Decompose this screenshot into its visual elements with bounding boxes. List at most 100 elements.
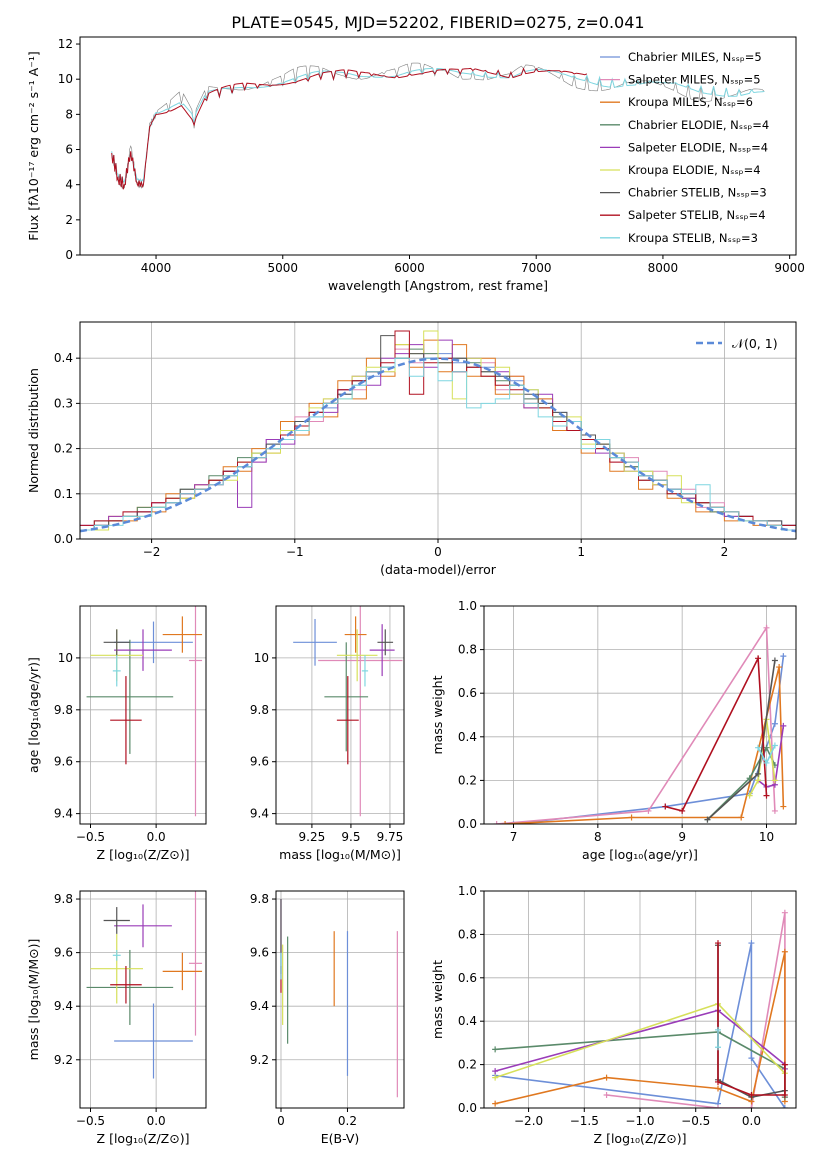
chart-age_vs_mass: 9.25 9.5 9.75 9.4 9.6 9.8 10 mass [log₁₀(M/M⊙)]: [250, 605, 405, 862]
x-tick-label: 9: [678, 830, 686, 844]
plot-area: [492, 909, 788, 1108]
weight-marker: [628, 814, 635, 821]
errorbar-point: [114, 904, 172, 948]
plot-area: [293, 606, 403, 817]
weight-marker: [748, 1105, 755, 1108]
errorbar-point: [318, 606, 403, 817]
y-tick-label: 9.6: [54, 946, 73, 960]
y-tick-label: 0.0: [54, 532, 73, 546]
weight-line: [496, 625, 776, 824]
errorbar-point: [112, 949, 121, 961]
weight-marker: [771, 807, 778, 814]
errorbar-point: [293, 618, 337, 666]
weight-marker: [746, 792, 753, 799]
weight-marker: [715, 1078, 721, 1085]
chart-mass_vs_Z: −0.5 0.0 9.2 9.4 9.6 9.8 Z [log₁₀(Z/Z⊙)] mass […: [26, 890, 207, 1146]
y-axis-label: age [log₁₀(age/yr)]: [26, 657, 41, 773]
weight-marker: [715, 1026, 721, 1033]
errorbar-point: [103, 907, 130, 934]
weight-marker: [715, 1105, 721, 1108]
legend-label: Salpeter STELIB, Nₛₛₚ=4: [628, 208, 766, 222]
x-axis-label: age [log₁₀(age/yr)]: [582, 847, 698, 862]
y-tick-label: 9.2: [54, 1053, 73, 1067]
weight-marker: [771, 720, 778, 727]
weight-marker: [781, 909, 788, 916]
weight-marker: [715, 940, 721, 947]
errorbar-point: [188, 891, 203, 1036]
chart-spectrum: 4000 5000 6000 7000 8000 9000 0 2 4 6 8 10 12 wavelen…: [26, 36, 805, 293]
x-tick-label: 0: [434, 545, 442, 559]
y-tick-label: 8: [65, 107, 73, 121]
x-tick-label: 0: [277, 1114, 285, 1128]
x-tick-label: −0.5: [76, 830, 105, 844]
x-tick-label: 5000: [267, 261, 298, 275]
weight-marker: [755, 770, 762, 777]
weight-marker: [780, 653, 787, 660]
y-tick-label: 0.3: [54, 396, 73, 410]
errorbar-point: [188, 606, 203, 817]
y-tick-label: 9.8: [250, 703, 269, 717]
weight-marker: [493, 821, 500, 824]
x-tick-label: 1: [577, 545, 585, 559]
y-tick-label: 0.4: [54, 351, 73, 365]
x-tick-label: −0.5: [76, 1114, 105, 1128]
weight-marker: [781, 1061, 788, 1068]
y-tick-label: 1.0: [458, 599, 477, 613]
weight-marker: [771, 777, 778, 784]
axes-frame: [79, 36, 797, 256]
y-tick-label: 0.8: [458, 927, 477, 941]
x-tick-label: 0.0: [742, 1114, 761, 1128]
chart-mass_vs_ebv: 0 0.2 9.2 9.4 9.6 9.8 E(B-V): [250, 890, 405, 1146]
axes-frame: [275, 605, 405, 825]
weight-marker: [781, 1105, 788, 1108]
axes-frame: [275, 890, 405, 1109]
weight-marker: [492, 1046, 499, 1053]
gaussian-curve: [80, 357, 796, 533]
weight-marker: [746, 775, 753, 782]
x-tick-label: 2: [721, 545, 729, 559]
y-tick-label: 6: [65, 143, 73, 157]
errorbar-point: [324, 642, 369, 752]
plot-area: [80, 330, 796, 533]
legend-label: Kroupa MILES, Nₛₛₚ=6: [628, 95, 753, 109]
x-tick-label: 9.75: [377, 830, 404, 844]
y-axis-label: mass [log₁₀(M/M⊙)]: [26, 939, 41, 1061]
y-tick-label: 10: [58, 72, 73, 86]
weight-marker: [748, 940, 755, 947]
x-axis-label: Z [log₁₀(Z/Z⊙)]: [97, 847, 190, 862]
y-tick-label: 4: [65, 178, 73, 192]
x-tick-label: 0.2: [338, 1114, 357, 1128]
weight-marker: [780, 803, 787, 810]
weight-marker: [748, 1055, 755, 1062]
errorbar-point: [103, 629, 130, 656]
x-axis-label: Z [log₁₀(Z/Z⊙)]: [594, 1131, 687, 1146]
legend-label: Chabrier ELODIE, Nₛₛₚ=4: [628, 118, 769, 132]
y-axis-label: Flux [fλ10⁻¹⁷ erg cm⁻² s⁻¹ A⁻¹]: [26, 51, 41, 240]
weight-marker: [771, 657, 778, 664]
y-tick-label: 0.6: [458, 686, 477, 700]
weight-line: [665, 655, 768, 812]
x-axis-label: Z [log₁₀(Z/Z⊙)]: [97, 1131, 190, 1146]
errorbar-point: [90, 933, 143, 1004]
y-tick-label: 0.2: [458, 773, 477, 787]
weight-marker: [763, 744, 770, 751]
weight-marker: [755, 655, 762, 662]
x-tick-label: 4000: [141, 261, 172, 275]
chart-massweight_vs_Z: −2.0 −1.5 −1.0 −0.5 0.0 0.0 0.2 0.4 0.6 0.8 1.0 Z […: [430, 884, 797, 1146]
errorbar-point: [162, 616, 203, 653]
y-tick-label: 0.2: [54, 442, 73, 456]
y-tick-label: 10: [58, 651, 73, 665]
errorbar-point: [86, 639, 174, 754]
figure-title: PLATE=0545, MJD=52202, FIBERID=0275, z=0…: [231, 13, 644, 32]
x-axis-label: mass [log₁₀(M/M⊙)]: [279, 847, 401, 862]
y-tick-label: 0.1: [54, 487, 73, 501]
x-tick-label: 10: [759, 830, 774, 844]
weight-marker: [781, 948, 788, 955]
spectrum-data-line: [111, 62, 765, 189]
errorbar-point: [361, 655, 369, 687]
x-tick-label: 7000: [521, 261, 552, 275]
errorbar-point: [336, 676, 359, 765]
legend-label: Salpeter MILES, Nₛₛₚ=5: [628, 73, 761, 87]
chart-massweight_vs_age: 7 8 9 10 0.0 0.2 0.4 0.6 0.8 1.0 age [log₁₀(age/yr…: [430, 599, 797, 862]
weight-marker: [662, 803, 669, 810]
